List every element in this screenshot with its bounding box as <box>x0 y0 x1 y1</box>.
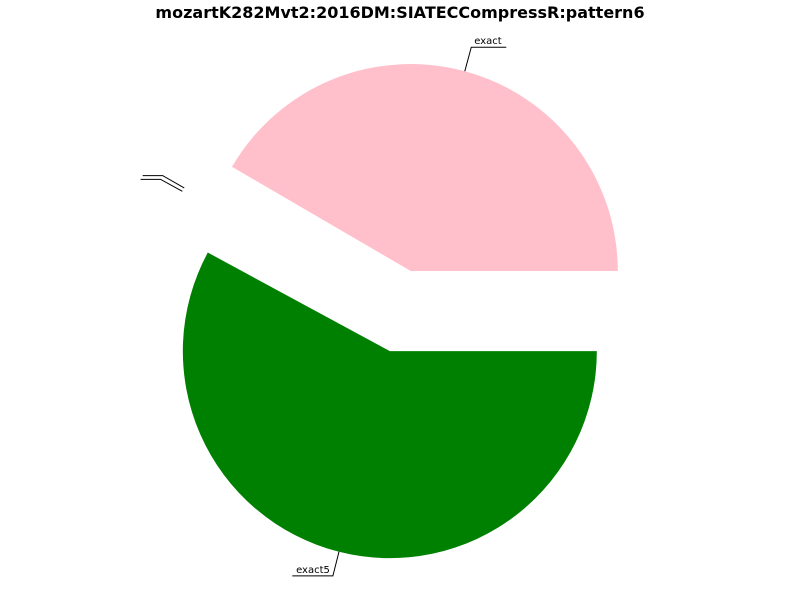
leader-line-exact <box>464 46 507 72</box>
chart-title: mozartK282Mvt2:2016DM:SIATECCompressR:pa… <box>155 3 644 22</box>
leader-line-unlabeled-2 <box>142 175 185 189</box>
pie-slice-unlabeled-2 <box>183 186 365 291</box>
pie-slice-unlabeled-1 <box>181 190 364 292</box>
slice-label-exact5: exact5 <box>296 565 330 576</box>
pie-slice-exact <box>231 64 618 272</box>
pie-slice-exact5 <box>182 252 597 559</box>
leader-line-exact5 <box>292 551 340 577</box>
leader-line-unlabeled-1 <box>140 178 183 192</box>
pie-labels: exact5 exact <box>140 36 507 577</box>
pie-slices <box>181 64 618 559</box>
slice-label-exact: exact <box>474 36 502 47</box>
